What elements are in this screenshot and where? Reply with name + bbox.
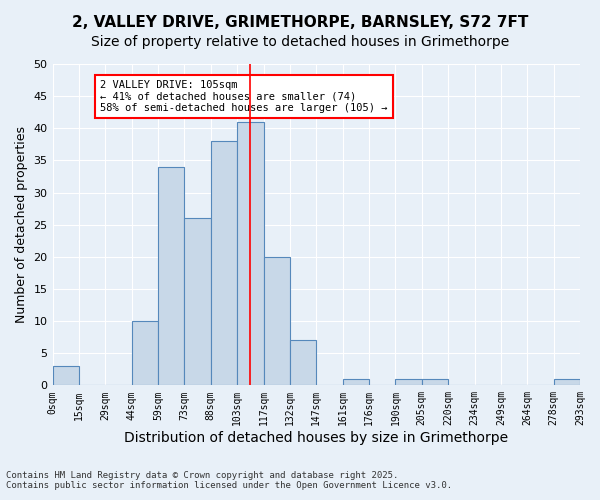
X-axis label: Distribution of detached houses by size in Grimethorpe: Distribution of detached houses by size … xyxy=(124,431,508,445)
Bar xyxy=(53,366,79,386)
Y-axis label: Number of detached properties: Number of detached properties xyxy=(15,126,28,323)
Text: Contains HM Land Registry data © Crown copyright and database right 2025.
Contai: Contains HM Land Registry data © Crown c… xyxy=(6,470,452,490)
Bar xyxy=(290,340,316,386)
Bar xyxy=(395,379,422,386)
Bar xyxy=(158,167,184,386)
Bar xyxy=(211,141,237,386)
Bar xyxy=(422,379,448,386)
Text: Size of property relative to detached houses in Grimethorpe: Size of property relative to detached ho… xyxy=(91,35,509,49)
Bar xyxy=(131,321,158,386)
Text: 2 VALLEY DRIVE: 105sqm
← 41% of detached houses are smaller (74)
58% of semi-det: 2 VALLEY DRIVE: 105sqm ← 41% of detached… xyxy=(100,80,388,114)
Bar xyxy=(263,257,290,386)
Text: 2, VALLEY DRIVE, GRIMETHORPE, BARNSLEY, S72 7FT: 2, VALLEY DRIVE, GRIMETHORPE, BARNSLEY, … xyxy=(72,15,528,30)
Bar xyxy=(237,122,263,386)
Bar xyxy=(554,379,580,386)
Bar xyxy=(184,218,211,386)
Bar xyxy=(343,379,369,386)
